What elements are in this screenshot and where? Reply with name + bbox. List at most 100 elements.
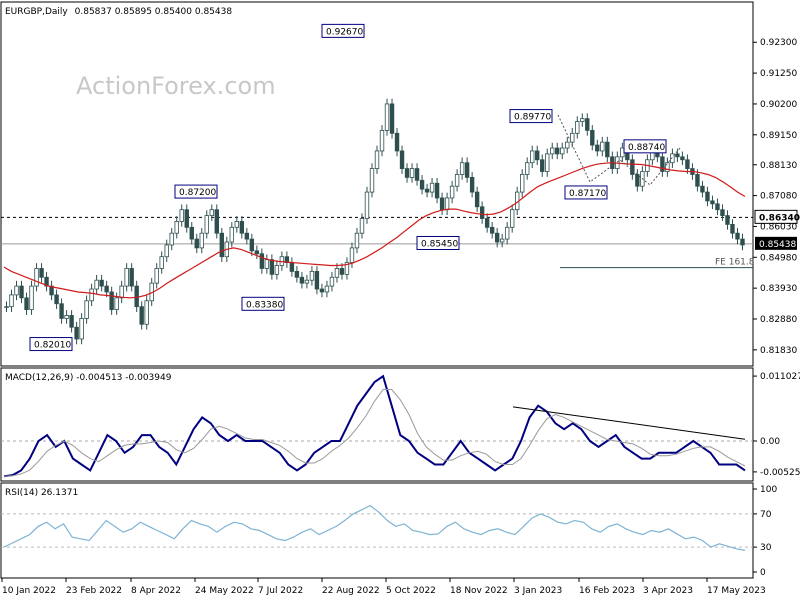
candle-body — [535, 150, 540, 161]
rsi-panel-frame — [0, 482, 754, 579]
candle-body — [550, 147, 555, 155]
candle-body — [469, 176, 475, 193]
candle-body — [4, 306, 9, 309]
macd-tick-label: -0.005253 — [760, 468, 800, 478]
ma-line — [3, 162, 746, 299]
candle-body — [565, 141, 570, 149]
current-price-label: 0.85438 — [759, 240, 796, 250]
candle-body — [184, 209, 189, 228]
candle-body — [464, 162, 470, 178]
candle-body — [479, 206, 485, 219]
candle-body — [364, 191, 370, 219]
candle-body — [109, 291, 114, 310]
candle-body — [605, 141, 610, 158]
candle-body — [319, 288, 325, 293]
candle-body — [700, 185, 705, 193]
candle-body — [570, 132, 575, 143]
candle-body — [39, 268, 44, 278]
candle-body — [454, 174, 460, 187]
candle-body — [680, 156, 685, 161]
price-guide-lines: 0.86340 0.85438 FE 161.8 — [1, 209, 800, 269]
candle-body — [409, 168, 415, 178]
date-tick-label: 7 Jul 2022 — [258, 586, 303, 596]
candle-body — [79, 318, 84, 340]
macd-signal-line — [3, 389, 746, 477]
candle-body — [665, 162, 670, 172]
candle-body — [555, 147, 560, 155]
candle-body — [695, 174, 700, 187]
price-label-box — [509, 109, 553, 124]
candle-body — [244, 232, 250, 240]
price-label: 0.89770 — [514, 113, 551, 123]
price-label: 0.88740 — [628, 143, 665, 153]
price-tick-label: 0.88130 — [760, 161, 797, 171]
candle-body — [124, 268, 129, 287]
candle-body — [670, 153, 675, 164]
candle-body — [359, 218, 365, 234]
candle-body — [705, 191, 710, 202]
level-price-box — [754, 209, 798, 224]
price-tick-label: 0.81830 — [760, 346, 797, 356]
candle-body — [580, 118, 585, 122]
candle-body — [484, 218, 490, 228]
candle-body — [660, 156, 665, 172]
candle-body — [119, 285, 124, 299]
candle-body — [154, 268, 159, 284]
price-label: 0.92670 — [326, 27, 363, 37]
price-tick-label: 0.87080 — [760, 192, 797, 202]
price-label: 0.82010 — [34, 341, 71, 351]
price-label-box — [321, 23, 365, 38]
candle-body — [344, 262, 350, 275]
candle-body — [675, 153, 680, 158]
candle-body — [179, 209, 184, 222]
date-tick-label: 16 Feb 2023 — [579, 586, 635, 596]
price-panel-frame — [0, 1, 754, 367]
candle-body — [494, 232, 500, 243]
candle-body — [269, 259, 275, 275]
candle-body — [685, 159, 690, 169]
candle-body — [104, 285, 109, 293]
rsi-tick-label: 30 — [760, 543, 772, 553]
candle-body — [19, 285, 24, 299]
price-callouts: 0.92670 0.89770 0.88740 0.87200 0.87170 0.854… — [29, 23, 667, 352]
candle-body — [14, 285, 19, 296]
candle-body — [530, 150, 535, 164]
macd-panel-frame — [0, 367, 754, 482]
macd-line — [3, 374, 746, 478]
price-panel-header: EURGBP,Daily 0.85837 0.85895 0.85400 0.8… — [5, 7, 232, 17]
candle-body — [504, 226, 510, 240]
candle-body — [129, 268, 134, 287]
candle-body — [595, 144, 600, 152]
price-label-box — [623, 139, 667, 154]
candle-body — [84, 300, 89, 319]
candle-body — [159, 256, 164, 269]
candle-body — [44, 276, 49, 287]
candle-body — [64, 315, 69, 319]
macd-y-axis: 0.011027 0.00 -0.005253 — [753, 372, 800, 478]
candle-body — [444, 197, 450, 211]
price-label-box — [416, 235, 460, 250]
macd-tick-label: 0.00 — [760, 437, 780, 447]
candle-body — [439, 197, 445, 211]
candle-body — [219, 232, 224, 258]
candle-body — [339, 268, 345, 275]
zigzag-lines — [557, 114, 681, 186]
candle-body — [204, 215, 209, 234]
date-tick-label: 17 May 2023 — [707, 586, 766, 596]
rsi-line — [3, 504, 746, 551]
candle-body — [735, 232, 740, 240]
candle-body — [525, 162, 530, 175]
candle-body — [725, 215, 730, 225]
candle-body — [324, 285, 330, 293]
candle-body — [394, 132, 400, 152]
candle-body — [379, 129, 385, 152]
candle-body — [289, 262, 295, 272]
price-tick-label: 0.86030 — [760, 222, 797, 232]
candle-body — [399, 150, 405, 169]
candle-body — [144, 300, 149, 325]
price-label-box — [241, 296, 285, 311]
candle-body — [384, 103, 390, 131]
rsi-y-axis: 100 70 30 0 — [753, 485, 777, 578]
candle-body — [374, 150, 380, 169]
